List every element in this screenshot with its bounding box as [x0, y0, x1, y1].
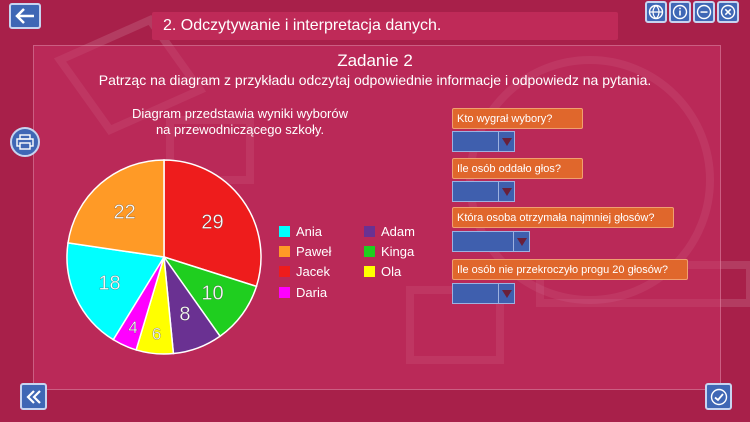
info-button[interactable] [669, 1, 691, 23]
info-icon [672, 4, 688, 20]
task-title: Zadanie 2 [337, 51, 413, 70]
answer-1-dropdown[interactable] [452, 131, 515, 152]
question-3-text: Która osoba otrzymała najmniej głosów? [457, 211, 655, 224]
check-button[interactable] [705, 383, 732, 410]
close-icon [720, 4, 736, 20]
question-2: Ile osób oddało głos? [452, 158, 583, 179]
chevron-down-icon [501, 289, 512, 298]
pie-label-kinga: 10 [201, 283, 223, 305]
pie-label-daria: 4 [128, 318, 137, 337]
question-1: Kto wygrał wybory? [452, 108, 583, 129]
question-4: Ile osób nie przekroczyło progu 20 głosó… [452, 259, 688, 280]
double-chevron-left-icon [25, 389, 41, 404]
diagram-caption-line2: na przewodniczącego szkoły. [155, 122, 325, 137]
back-button[interactable] [9, 3, 41, 29]
print-button[interactable] [10, 127, 40, 157]
question-1-text: Kto wygrał wybory? [457, 112, 553, 125]
legend-swatch [279, 287, 290, 298]
pie-label-paweł: 22 [114, 201, 136, 223]
legend-item-kinga: Kinga [364, 244, 414, 259]
legend-item-ania: Ania [279, 224, 322, 239]
legend-label: Ola [381, 264, 402, 279]
page-title: 2. Odczytywanie i interpretacja danych. [152, 12, 618, 40]
pie-slice-ania [66, 242, 166, 341]
pie-label-ania: 18 [98, 272, 120, 294]
legend-swatch [364, 246, 375, 257]
pie-slice-paweł [67, 159, 165, 258]
answer-2-dropdown[interactable] [452, 181, 515, 202]
dropdown-arrow [498, 132, 514, 151]
legend-swatch [279, 246, 290, 257]
legend-swatch [364, 226, 375, 237]
minimize-button[interactable] [693, 1, 715, 23]
language-button[interactable] [645, 1, 667, 23]
answer-4-dropdown[interactable] [452, 283, 515, 304]
checkmark-icon [710, 388, 727, 405]
legend-swatch [279, 266, 290, 277]
answer-3-dropdown[interactable] [452, 231, 530, 252]
legend-item-adam: Adam [364, 224, 415, 239]
minimize-icon [696, 4, 712, 20]
dropdown-arrow [513, 232, 529, 251]
legend-label: Kinga [381, 244, 415, 259]
diagram-caption-line1: Diagram przedstawia wyniki wyborów [131, 106, 349, 121]
question-4-text: Ile osób nie przekroczyło progu 20 głosó… [457, 263, 668, 276]
chevron-down-icon [501, 137, 512, 146]
legend-label: Daria [296, 285, 328, 300]
diagram-caption: Diagram przedstawia wyniki wyborów na pr… [120, 106, 360, 138]
task-instruction: Patrząc na diagram z przykładu odczytaj … [98, 72, 652, 88]
legend-label: Adam [381, 224, 415, 239]
question-3: Która osoba otrzymała najmniej głosów? [452, 207, 674, 228]
close-button[interactable] [717, 1, 739, 23]
legend-label: Jacek [296, 264, 330, 279]
legend-swatch [279, 226, 290, 237]
back-arrow-icon [15, 8, 34, 24]
legend-item-ola: Ola [364, 264, 401, 279]
legend-item-jacek: Jacek [279, 264, 330, 279]
chevron-down-icon [516, 237, 527, 246]
dropdown-arrow [498, 284, 514, 303]
legend-item-daria: Daria [279, 285, 327, 300]
legend-label: Ania [296, 224, 323, 239]
legend-swatch [364, 266, 375, 277]
page-title-text: 2. Odczytywanie i interpretacja danych. [163, 17, 442, 34]
pie-label-ola: 6 [152, 324, 161, 343]
dropdown-arrow [498, 182, 514, 201]
pie-slice-jacek [163, 159, 262, 288]
legend-item-paweł: Paweł [279, 244, 331, 259]
printer-icon [16, 134, 34, 150]
pie-label-adam: 8 [179, 303, 190, 325]
question-2-text: Ile osób oddało głos? [457, 162, 561, 175]
legend-label: Paweł [296, 244, 332, 259]
pie-label-jacek: 29 [201, 211, 223, 233]
chevron-down-icon [501, 187, 512, 196]
globe-icon [648, 4, 664, 20]
previous-button[interactable] [20, 383, 47, 410]
